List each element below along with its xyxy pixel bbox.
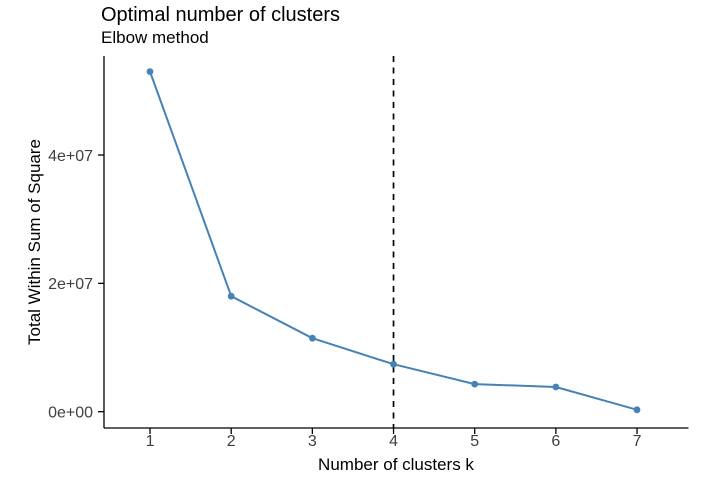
chart-title: Optimal number of clusters [101, 4, 340, 26]
x-tick-label: 6 [551, 433, 560, 450]
x-tick-label: 2 [227, 433, 236, 450]
x-tick-label: 4 [389, 433, 398, 450]
data-point-k6 [552, 383, 560, 391]
chart-subtitle: Elbow method [101, 28, 209, 47]
y-tick-label: 0e+00 [48, 405, 93, 422]
data-point-k7 [633, 406, 641, 414]
x-tick-label: 5 [470, 433, 479, 450]
data-point-k1 [146, 68, 154, 75]
y-tick-label: 2e+07 [48, 276, 93, 293]
y-axis-title: Total Within Sum of Square [25, 139, 44, 345]
plot-panel [146, 56, 641, 428]
axes: 1 2 3 4 5 6 7 0e+00 2e+07 4e+07 [48, 56, 689, 450]
x-tick-label: 7 [633, 433, 642, 450]
data-point-k4 [390, 360, 397, 368]
data-point-k5 [471, 380, 479, 388]
x-axis-title: Number of clusters k [318, 455, 474, 474]
data-point-k3 [309, 334, 316, 342]
x-tick-label: 3 [308, 433, 317, 450]
data-point-k2 [227, 292, 235, 300]
x-tick-label: 1 [146, 433, 155, 450]
y-tick-label: 4e+07 [48, 148, 93, 165]
